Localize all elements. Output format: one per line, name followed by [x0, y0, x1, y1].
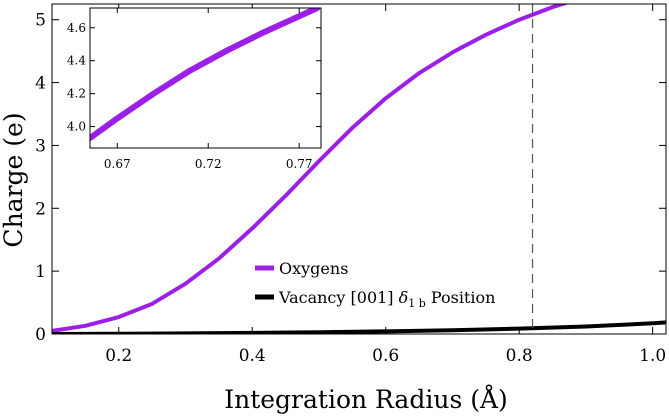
inset-background [90, 8, 321, 148]
x-tick-label: 0.67 [104, 157, 131, 171]
inset-plot: 0.67 0.72 0.77 4.0 4.2 4.4 4.6 [67, 7, 322, 171]
x-tick-label: 0.4 [239, 346, 266, 366]
legend-label-vacancy-main: Vacancy [001] [278, 288, 399, 307]
main-axis-ticks: 0.2 0.4 0.6 0.8 1.0 0 1 2 3 4 5 [35, 4, 666, 366]
series-line-0 [52, 4, 570, 333]
y-tick-label: 4 [35, 74, 46, 94]
x-axis-title: Integration Radius (Å) [224, 384, 508, 414]
series-line-1 [52, 320, 666, 334]
x-tick-label: 0.77 [286, 157, 313, 171]
y-tick-label: 0 [35, 325, 46, 345]
x-tick-label: 0.72 [195, 157, 222, 171]
y-tick-label: 4.2 [67, 87, 86, 101]
legend-label-oxygens: Oxygens [279, 259, 348, 278]
x-tick-label: 1.0 [639, 346, 666, 366]
inset-plot-curves [90, 8, 321, 142]
y-tick-label: 1 [35, 262, 46, 282]
legend-label-vacancy-delta: δ [399, 288, 409, 307]
y-tick-label: 5 [35, 11, 46, 31]
inset-axis-ticks: 0.67 0.72 0.77 4.0 4.2 4.4 4.6 [67, 8, 321, 171]
y-tick-label: 2 [35, 199, 46, 219]
plot-frame [51, 3, 667, 335]
plot-frame [89, 7, 322, 149]
x-tick-label: 0.2 [105, 346, 132, 366]
y-tick-label: 4.0 [67, 120, 86, 134]
y-tick-label: 3 [35, 136, 46, 156]
legend-label-vacancy-tail: Position [426, 288, 496, 307]
x-tick-label: 0.8 [506, 346, 533, 366]
inset-plot-frame [89, 7, 322, 149]
y-axis-title: Charge (e) [0, 112, 28, 247]
legend-label-vacancy: Vacancy [001] δ1 b Position [278, 288, 495, 310]
legend: Oxygens Vacancy [001] δ1 b Position [255, 259, 495, 310]
main-plot-frame [51, 3, 667, 335]
y-tick-label: 4.4 [67, 54, 86, 68]
legend-label-vacancy-sub: 1 b [408, 297, 426, 310]
series-line-0 [90, 8, 321, 142]
y-tick-label: 4.6 [67, 21, 86, 35]
x-tick-label: 0.6 [372, 346, 399, 366]
